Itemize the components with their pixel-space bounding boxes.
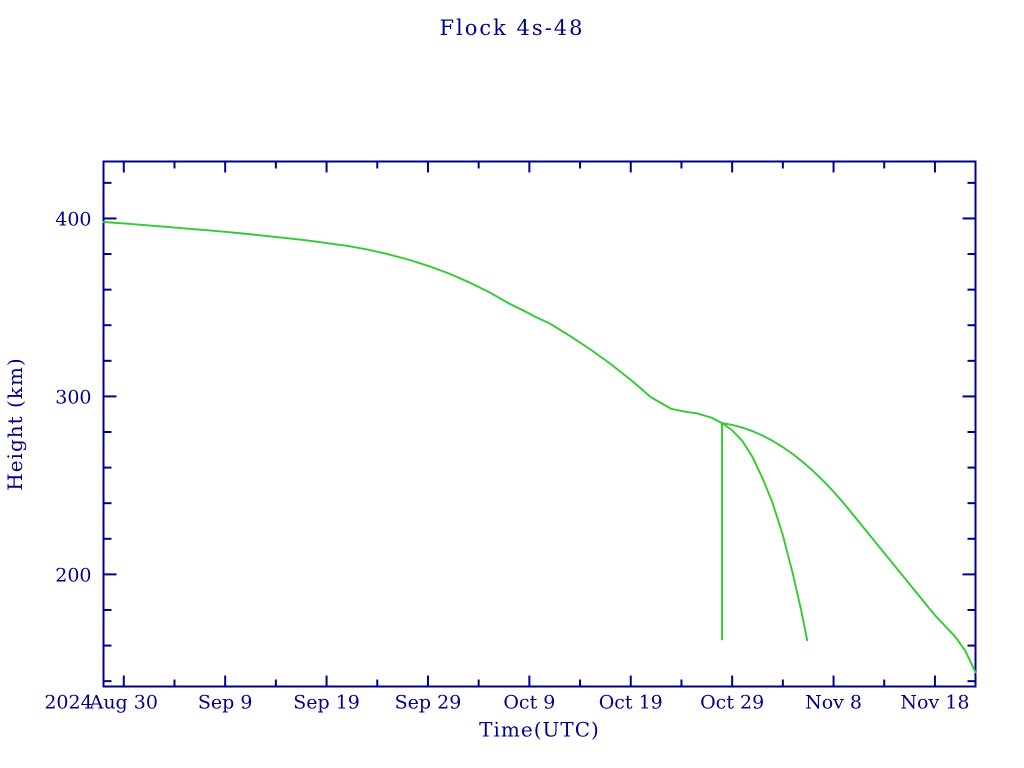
x-axis-tick-labels: Aug 30 Sep 9 Sep 19 Sep 29 Oct 9 Oct 19 Oct 29… [44, 692, 969, 714]
x-tick-label: Nov 18 [900, 692, 969, 714]
x-tick-label: Sep 19 [293, 692, 360, 714]
y-axis-tick-labels: 200 300 400 [55, 208, 91, 586]
x-tick-label: Oct 29 [700, 692, 764, 714]
y-axis-title: Height (km) [3, 357, 27, 490]
y-tick-label: 400 [55, 208, 91, 230]
axis-titles: Time(UTC) Height (km) [3, 357, 600, 742]
x-tick-label: Sep 29 [395, 692, 462, 714]
y-tick-label: 300 [55, 386, 91, 408]
plot-border [102, 160, 977, 688]
chart-title: Flock 4s-48 [439, 16, 585, 40]
y-axis-ticks [103, 181, 976, 683]
y-tick-label: 200 [55, 564, 91, 586]
x-tick-label: Oct 9 [503, 692, 555, 714]
x-axis-title: Time(UTC) [479, 718, 600, 742]
data-series-lines [102, 221, 977, 674]
series-line-height [102, 221, 809, 642]
x-axis-year-label: 2024 [44, 692, 92, 714]
x-axis-ticks [122, 161, 936, 687]
x-tick-label: Sep 9 [198, 692, 253, 714]
x-tick-label: Nov 8 [805, 692, 862, 714]
x-tick-label: Aug 30 [89, 692, 158, 714]
series-line-height-reentry [721, 422, 977, 674]
plot-frame [102, 160, 977, 688]
x-tick-label: Oct 19 [599, 692, 663, 714]
